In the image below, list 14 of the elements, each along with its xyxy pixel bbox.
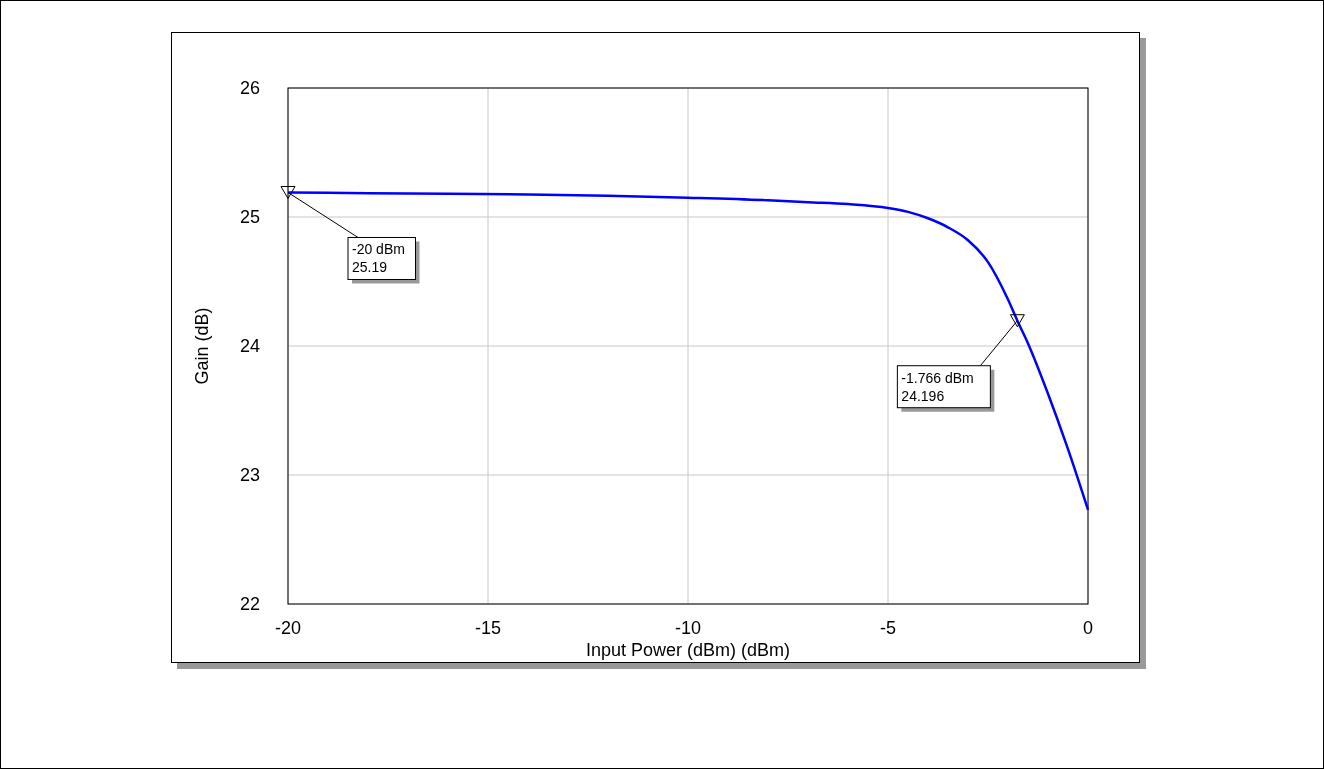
x-axis-title: Input Power (dBm) (dBm) [585,640,791,660]
y-axis-title: Gain (dB) [192,307,212,385]
y-tick-label: 24 [239,336,260,356]
x-tick-label: -15 [474,618,502,638]
y-tick-label: 22 [239,594,260,614]
annotation: -20 dBm 25.19 [352,241,405,276]
y-tick-label: 26 [239,78,260,98]
x-tick-label: -10 [674,618,702,638]
y-tick-label: 23 [239,465,260,485]
annotation: -1.766 dBm 24.196 [901,369,974,404]
x-tick-label: -20 [274,618,302,638]
x-tick-label: 0 [1082,618,1094,638]
y-tick-label: 25 [239,207,260,227]
x-tick-label: -5 [879,618,897,638]
